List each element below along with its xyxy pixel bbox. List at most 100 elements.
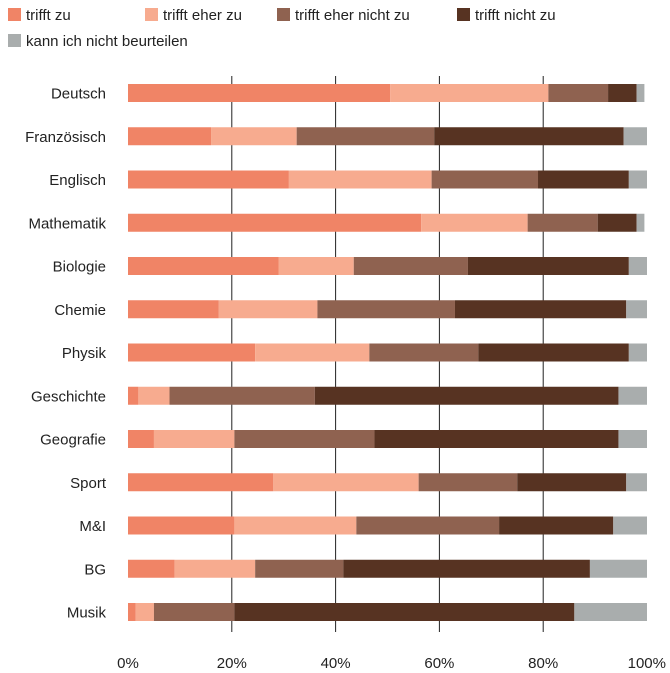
legend-swatch-trifft-nicht-zu xyxy=(457,8,470,21)
bar-segment-trifft-eher-zu xyxy=(211,127,297,146)
bar-segment-trifft-eher-zu xyxy=(288,170,432,189)
bar-segment-trifft-nicht-zu xyxy=(499,516,614,535)
bar-segment-trifft-eher-nicht-zu xyxy=(296,127,435,146)
legend-swatch-trifft-eher-nicht-zu xyxy=(277,8,290,21)
bar-segment-kann-ich-nicht-beurteilen xyxy=(589,559,647,578)
bar-segment-trifft-eher-nicht-zu xyxy=(418,473,518,492)
bar-segment-kann-ich-nicht-beurteilen xyxy=(574,603,647,621)
bar-segment-trifft-eher-zu xyxy=(138,386,170,405)
bar-row-mathematik xyxy=(128,213,645,232)
bar-row-musik xyxy=(128,603,647,621)
bar-segment-trifft-nicht-zu xyxy=(467,257,629,275)
bar-segment-kann-ich-nicht-beurteilen xyxy=(626,473,647,492)
bar-segment-trifft-eher-nicht-zu xyxy=(369,343,479,362)
bar-segment-trifft-nicht-zu xyxy=(234,603,575,621)
bar-segment-trifft-nicht-zu xyxy=(517,473,627,492)
legend-swatch-trifft-eher-zu xyxy=(145,8,158,21)
bar-segment-trifft-eher-nicht-zu xyxy=(527,213,598,232)
bar-segment-trifft-eher-zu xyxy=(234,516,357,535)
x-tick-labels: 0% 20% 40% 60% 80% 100% xyxy=(117,655,666,672)
bar-segment-trifft-eher-nicht-zu xyxy=(548,84,609,102)
x-tick-label: 20% xyxy=(217,655,247,672)
bar-segment-trifft-zu xyxy=(128,603,136,621)
bar-segment-kann-ich-nicht-beurteilen xyxy=(628,257,647,275)
category-label-sport: Sport xyxy=(70,475,107,492)
bar-segment-trifft-nicht-zu xyxy=(374,430,619,448)
category-labels: Deutsch Französisch Englisch Mathematik Biol… xyxy=(25,86,107,622)
category-label-mathematik: Mathematik xyxy=(28,215,106,232)
category-label-chemie: Chemie xyxy=(54,302,106,319)
bar-segment-trifft-eher-zu xyxy=(135,603,154,621)
legend-label: trifft eher zu xyxy=(163,7,242,24)
bar-segment-trifft-nicht-zu xyxy=(454,300,627,319)
category-label-musik: Musik xyxy=(67,605,107,622)
legend-label: trifft eher nicht zu xyxy=(295,7,410,24)
bar-segment-trifft-eher-zu xyxy=(390,84,549,102)
x-tick-label: 40% xyxy=(321,655,351,672)
bar-segment-trifft-nicht-zu xyxy=(314,386,619,405)
legend: trifft zu trifft eher zu trifft eher nicht… xyxy=(8,7,556,50)
bar-segment-kann-ich-nicht-beurteilen xyxy=(618,430,647,448)
bar-segment-trifft-nicht-zu xyxy=(608,84,637,102)
bar-segment-trifft-nicht-zu xyxy=(343,559,590,578)
x-tick-label: 100% xyxy=(628,655,666,672)
category-label-geschichte: Geschichte xyxy=(31,388,106,405)
bar-row-chemie xyxy=(128,300,647,319)
legend-item-kann-ich-nicht-beurteilen: kann ich nicht beurteilen xyxy=(8,33,188,50)
bar-row-englisch xyxy=(128,170,647,189)
bar-segment-trifft-eher-zu xyxy=(278,257,354,275)
bar-row-m-and-i xyxy=(128,516,647,535)
category-label-deutsch: Deutsch xyxy=(51,86,106,103)
bar-segment-trifft-eher-nicht-zu xyxy=(255,559,344,578)
bar-segment-trifft-zu xyxy=(128,559,175,578)
bar-segment-trifft-eher-zu xyxy=(218,300,318,319)
legend-label: kann ich nicht beurteilen xyxy=(26,33,188,50)
x-tick-label: 80% xyxy=(528,655,558,672)
category-label-m-and-i: M&I xyxy=(79,518,106,535)
bar-segment-kann-ich-nicht-beurteilen xyxy=(626,300,647,319)
x-tick-label: 60% xyxy=(424,655,454,672)
bar-segment-trifft-zu xyxy=(128,213,422,232)
bar-segment-kann-ich-nicht-beurteilen xyxy=(613,516,647,535)
bar-segment-trifft-zu xyxy=(128,343,256,362)
legend-label: trifft zu xyxy=(26,7,71,24)
bar-segment-trifft-eher-nicht-zu xyxy=(317,300,455,319)
bar-segment-kann-ich-nicht-beurteilen xyxy=(628,343,647,362)
bar-row-physik xyxy=(128,343,647,362)
legend-swatch-trifft-zu xyxy=(8,8,21,21)
bar-segment-trifft-eher-zu xyxy=(421,213,528,232)
bar-segment-trifft-eher-nicht-zu xyxy=(431,170,539,189)
bar-row-deutsch xyxy=(128,84,645,102)
bar-segment-trifft-zu xyxy=(128,257,279,275)
category-label-biologie: Biologie xyxy=(53,259,106,276)
category-label-physik: Physik xyxy=(62,345,107,362)
legend-item-trifft-zu: trifft zu xyxy=(8,7,71,24)
bar-segment-trifft-eher-nicht-zu xyxy=(234,430,375,448)
bar-row-franzoesisch xyxy=(128,127,647,146)
bar-row-bg xyxy=(128,559,647,578)
bar-segment-trifft-eher-nicht-zu xyxy=(153,603,235,621)
x-tick-label: 0% xyxy=(117,655,139,672)
bar-segment-trifft-nicht-zu xyxy=(478,343,629,362)
bar-segment-kann-ich-nicht-beurteilen xyxy=(623,127,647,146)
bar-segment-trifft-nicht-zu xyxy=(538,170,629,189)
bar-segment-trifft-eher-zu xyxy=(273,473,419,492)
bar-segment-trifft-eher-zu xyxy=(174,559,256,578)
legend-swatch-kann-ich-nicht-beurteilen xyxy=(8,34,21,47)
legend-item-trifft-eher-nicht-zu: trifft eher nicht zu xyxy=(277,7,410,24)
bar-segment-trifft-zu xyxy=(128,516,235,535)
category-label-bg: BG xyxy=(84,561,106,578)
legend-item-trifft-eher-zu: trifft eher zu xyxy=(145,7,242,24)
bar-segment-trifft-zu xyxy=(128,386,139,405)
bar-segment-trifft-zu xyxy=(128,430,154,448)
bar-row-geografie xyxy=(128,430,647,448)
bar-segment-kann-ich-nicht-beurteilen xyxy=(636,84,645,102)
bar-segment-trifft-zu xyxy=(128,473,274,492)
bar-segment-kann-ich-nicht-beurteilen xyxy=(618,386,647,405)
bar-segment-kann-ich-nicht-beurteilen xyxy=(628,170,647,189)
bar-segment-trifft-zu xyxy=(128,127,212,146)
bar-segment-trifft-nicht-zu xyxy=(597,213,637,232)
category-label-franzoesisch: Französisch xyxy=(25,129,106,146)
bar-row-sport xyxy=(128,473,647,492)
